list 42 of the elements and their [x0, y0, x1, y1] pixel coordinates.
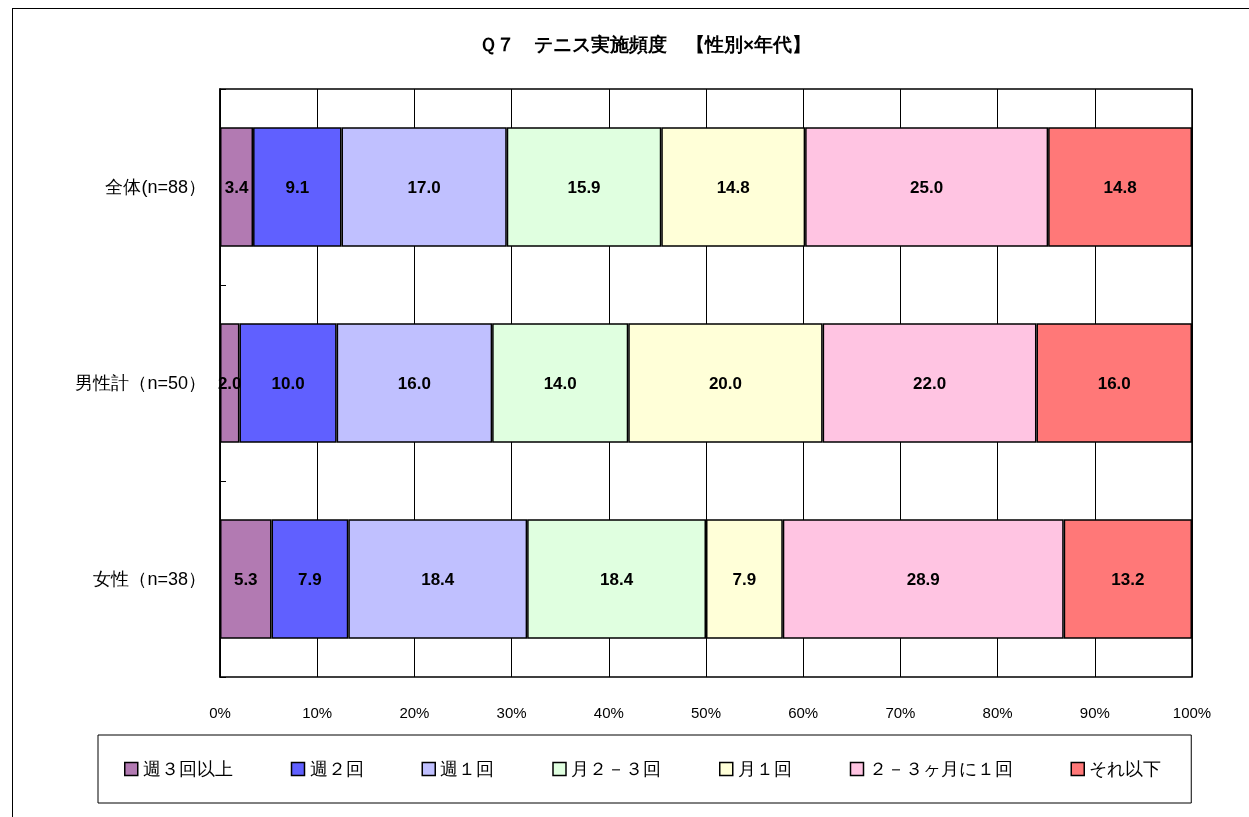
data-label: 16.0	[1097, 373, 1131, 393]
data-label: 5.3	[233, 569, 258, 589]
data-label: 17.0	[407, 177, 441, 197]
data-label: 3.4	[224, 177, 249, 197]
data-label: 16.0	[397, 373, 431, 393]
x-tick-label: 90%	[1079, 704, 1110, 721]
x-tick-label: 80%	[982, 704, 1013, 721]
data-label: 13.2	[1111, 569, 1145, 589]
x-tick-label: 10%	[302, 704, 333, 721]
legend-label: ２－３ヶ月に１回	[868, 759, 1013, 779]
y-tick-label: 男性計（n=50）	[75, 373, 206, 393]
legend-label: 週２回	[309, 759, 364, 779]
data-label: 10.0	[271, 373, 305, 393]
data-label: 18.4	[600, 569, 634, 589]
y-tick-label: 全体(n=88）	[105, 177, 206, 197]
data-label: 9.1	[285, 177, 310, 197]
data-label: 7.9	[298, 569, 322, 589]
legend-label: それ以下	[1089, 759, 1162, 779]
y-tick-label: 女性（n=38）	[93, 569, 206, 589]
data-label: 28.9	[906, 569, 940, 589]
x-tick-label: 40%	[593, 704, 624, 721]
x-tick-label: 20%	[399, 704, 430, 721]
data-label: 15.9	[567, 177, 601, 197]
data-label: 14.8	[1103, 177, 1137, 197]
x-tick-label: 0%	[209, 704, 231, 721]
data-label: 14.8	[716, 177, 750, 197]
data-label: 14.0	[543, 373, 577, 393]
legend-label: 月１回	[737, 759, 792, 779]
data-label: 20.0	[708, 373, 742, 393]
data-label: 22.0	[913, 373, 947, 393]
x-tick-label: 70%	[885, 704, 916, 721]
x-tick-label: 50%	[690, 704, 722, 721]
legend-label: 月２－３回	[571, 759, 661, 779]
x-tick-label: 60%	[788, 704, 819, 721]
x-tick-label: 30%	[496, 704, 527, 721]
legend-label: 週１回	[440, 759, 495, 779]
legend-label: 週３回以上	[142, 759, 233, 779]
data-label: 18.4	[421, 569, 455, 589]
x-tick-label: 100%	[1172, 704, 1212, 721]
data-label: 25.0	[910, 177, 944, 197]
chart-title: Ｑ７ テニス実施頻度 【性別×年代】	[479, 34, 812, 55]
data-label: 7.9	[732, 569, 757, 589]
